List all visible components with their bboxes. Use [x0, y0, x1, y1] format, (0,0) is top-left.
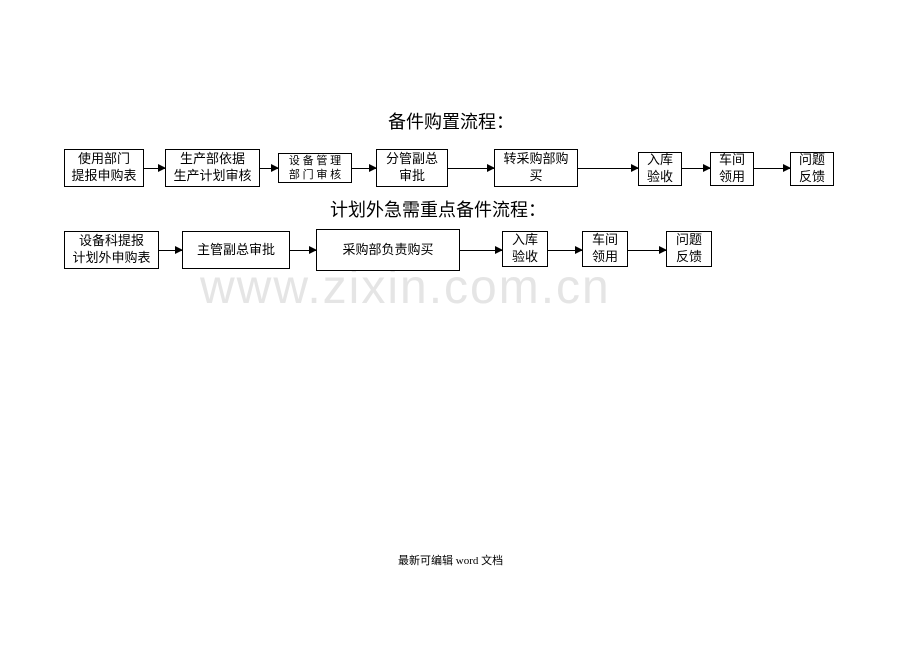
- flow2-node-4: 入库验收: [502, 231, 548, 267]
- flow1-node-6: 入库验收: [638, 152, 682, 186]
- flow1-arrow-4: [448, 168, 494, 169]
- footer-text: 最新可编辑 word 文档: [398, 552, 503, 568]
- flow2-title: 计划外急需重点备件流程：: [330, 196, 546, 222]
- flow2-arrow-2: [290, 250, 316, 251]
- flow1-arrow-5: [578, 168, 638, 169]
- flow2-node-2: 主管副总审批: [182, 231, 290, 269]
- flow2-arrow-3: [460, 250, 502, 251]
- flow1-title: 备件购置流程：: [388, 108, 514, 134]
- flow1-arrow-6: [682, 168, 710, 169]
- flow2-node-3: 采购部负责购买: [316, 229, 460, 271]
- flow2-node-1: 设备科提报计划外申购表: [64, 231, 159, 269]
- flow1-node-5: 转采购部购买: [494, 149, 578, 187]
- flow1-node-1: 使用部门提报申购表: [64, 149, 144, 187]
- flow1-arrow-7: [754, 168, 790, 169]
- flow2-node-6: 问题反馈: [666, 231, 712, 267]
- flow2-arrow-1: [159, 250, 182, 251]
- flow1-node-3: 设 备 管 理部 门 审 核: [278, 153, 352, 183]
- flow1-node-8: 问题反馈: [790, 152, 834, 186]
- flow2-arrow-4: [548, 250, 582, 251]
- flow2-node-5: 车间领用: [582, 231, 628, 267]
- flow1-node-4: 分管副总审批: [376, 149, 448, 187]
- flow2-arrow-5: [628, 250, 666, 251]
- flow1-node-7: 车间领用: [710, 152, 754, 186]
- flow1-arrow-2: [260, 168, 278, 169]
- flow1-node-2: 生产部依据生产计划审核: [165, 149, 260, 187]
- flow1-arrow-1: [144, 168, 165, 169]
- flow1-arrow-3: [352, 168, 376, 169]
